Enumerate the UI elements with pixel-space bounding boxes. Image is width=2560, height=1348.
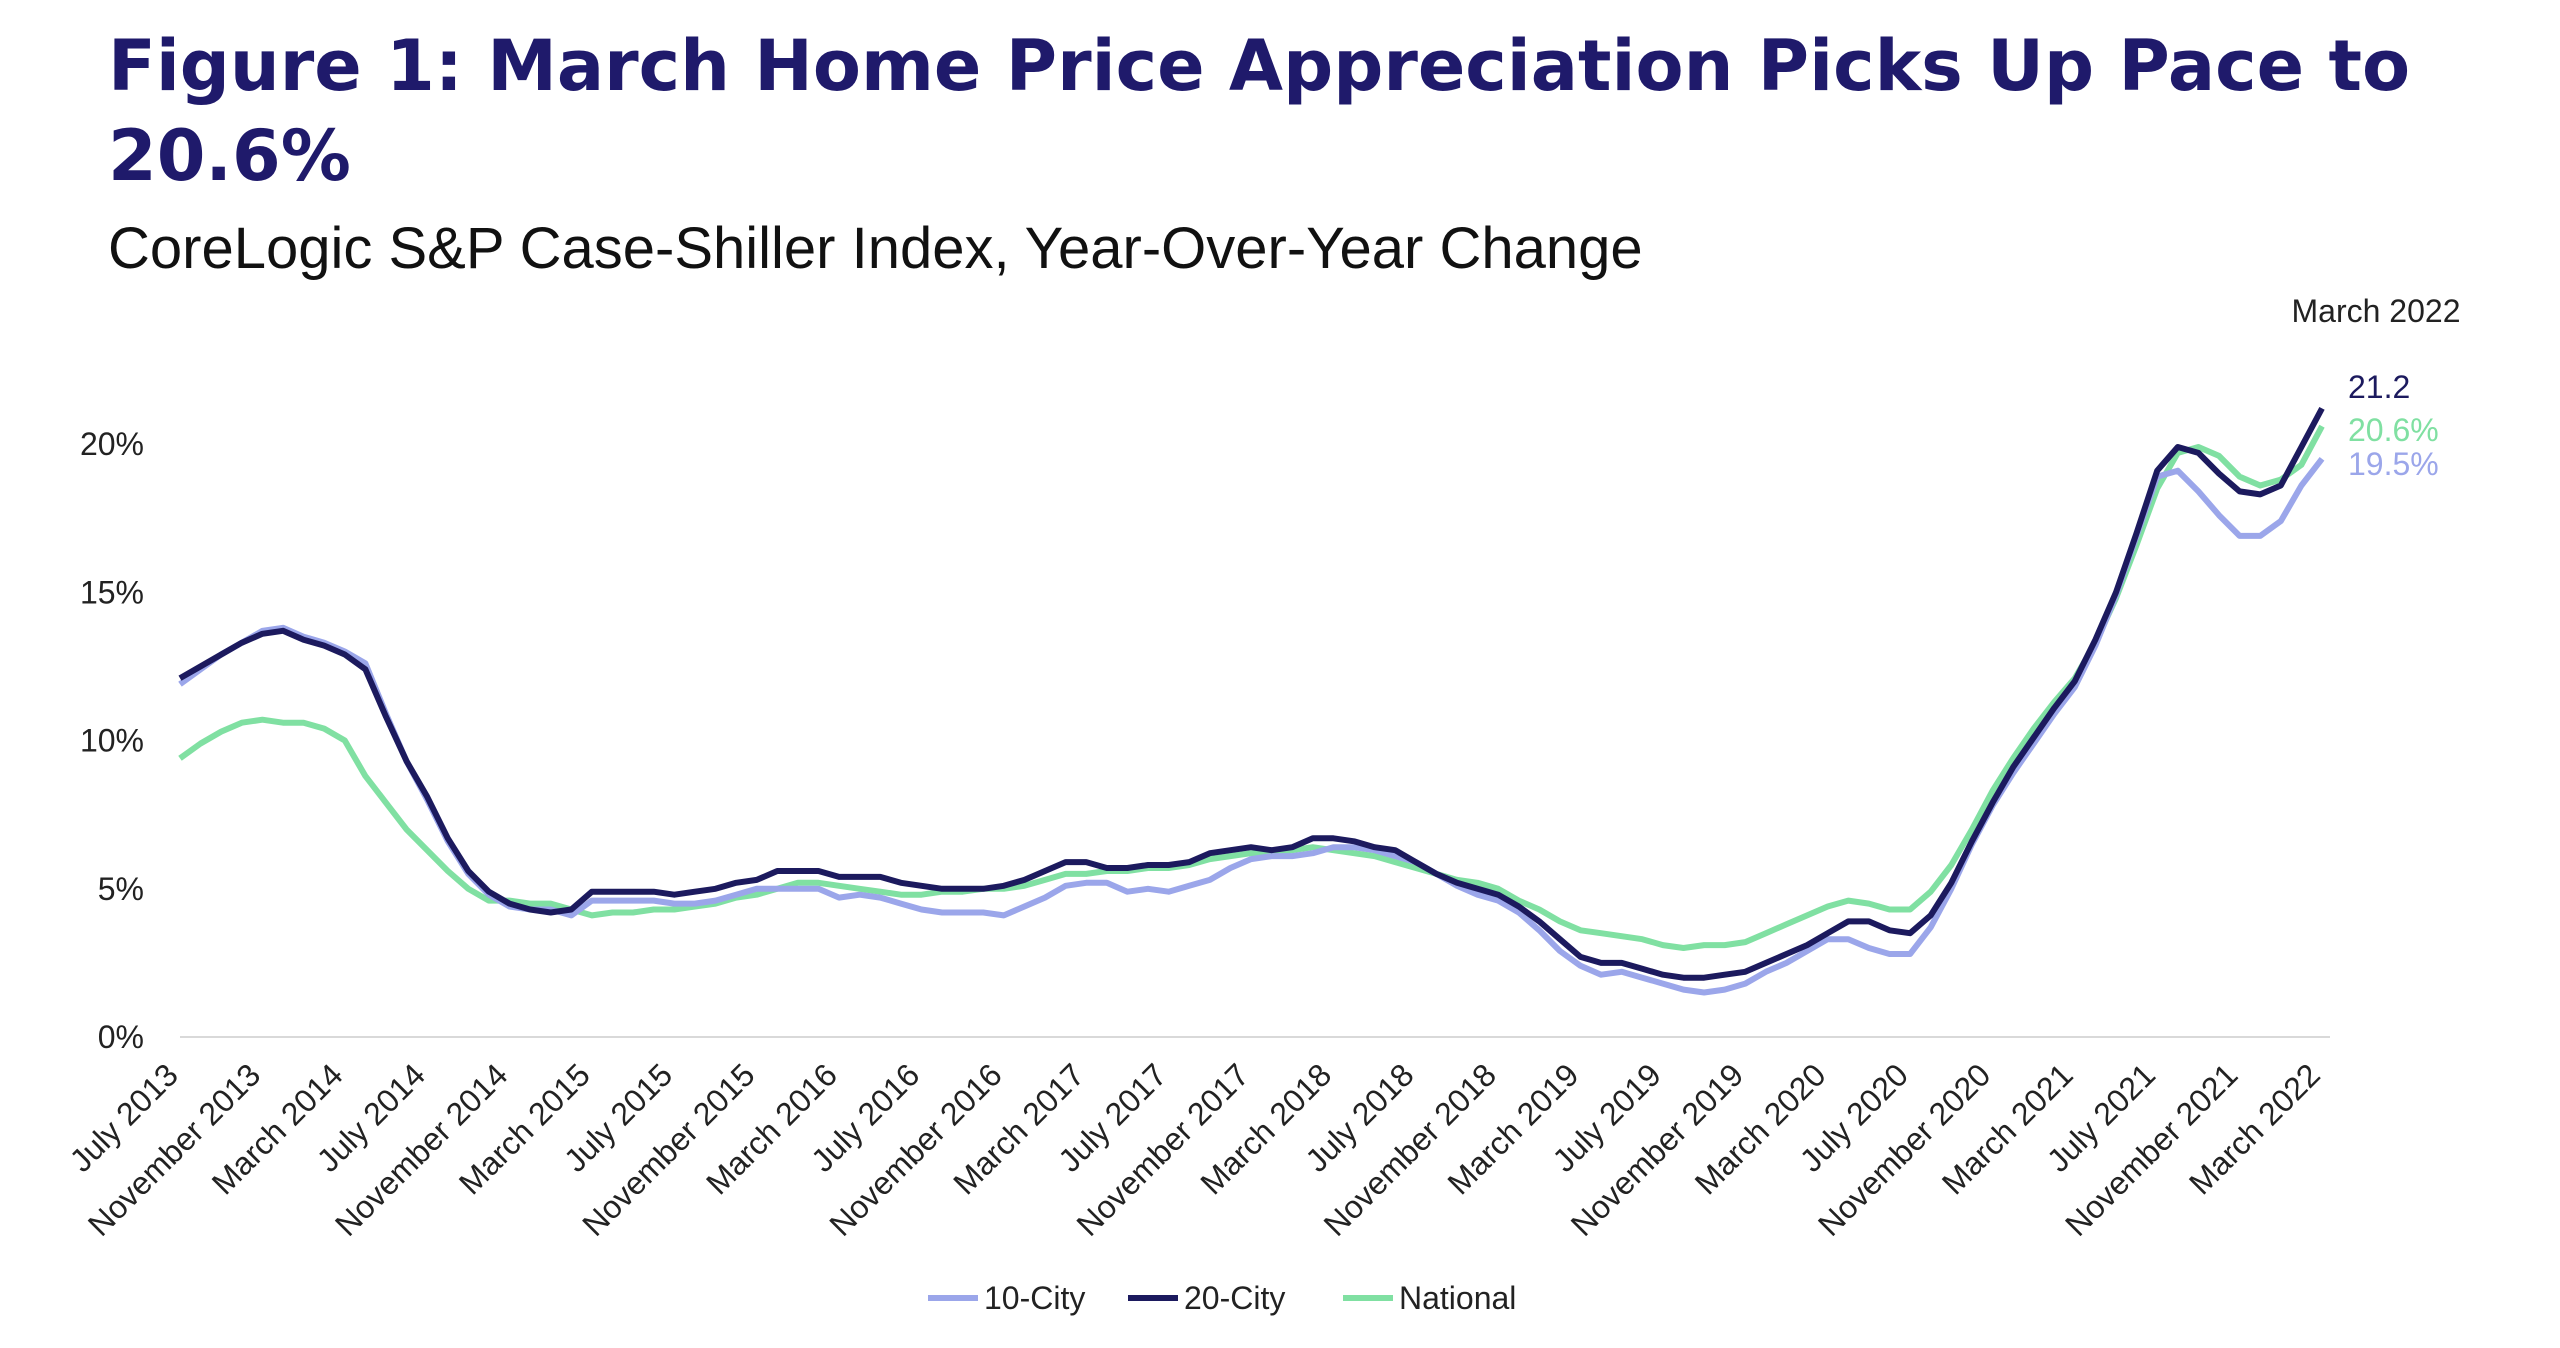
chart-subtitle: CoreLogic S&P Case-Shiller Index, Year-O… [108,216,1643,281]
y-tick-label: 10% [80,723,144,759]
annotation: March 2022 [2292,293,2461,329]
line-series [178,456,2325,996]
line-series [178,424,2325,951]
data-label: 21.2 [2348,369,2410,405]
chart-title: Figure 1: March Home Price Appreciation … [108,25,2410,197]
title-line: 20.6% [108,115,351,197]
title-line: Figure 1: March Home Price Appreciation … [108,25,2410,107]
y-tick-label: 20% [80,426,144,462]
y-tick-label: 0% [98,1019,144,1055]
y-tick-label: 5% [98,871,144,907]
y-tick-label: 15% [80,574,144,610]
data-label: 20.6% [2348,412,2439,448]
legend-label: National [1399,1280,1516,1316]
legend-label: 20-City [1184,1280,1285,1316]
line-series [178,406,2325,981]
data-label: 19.5% [2348,446,2439,482]
legend-label: 10-City [984,1280,1085,1316]
